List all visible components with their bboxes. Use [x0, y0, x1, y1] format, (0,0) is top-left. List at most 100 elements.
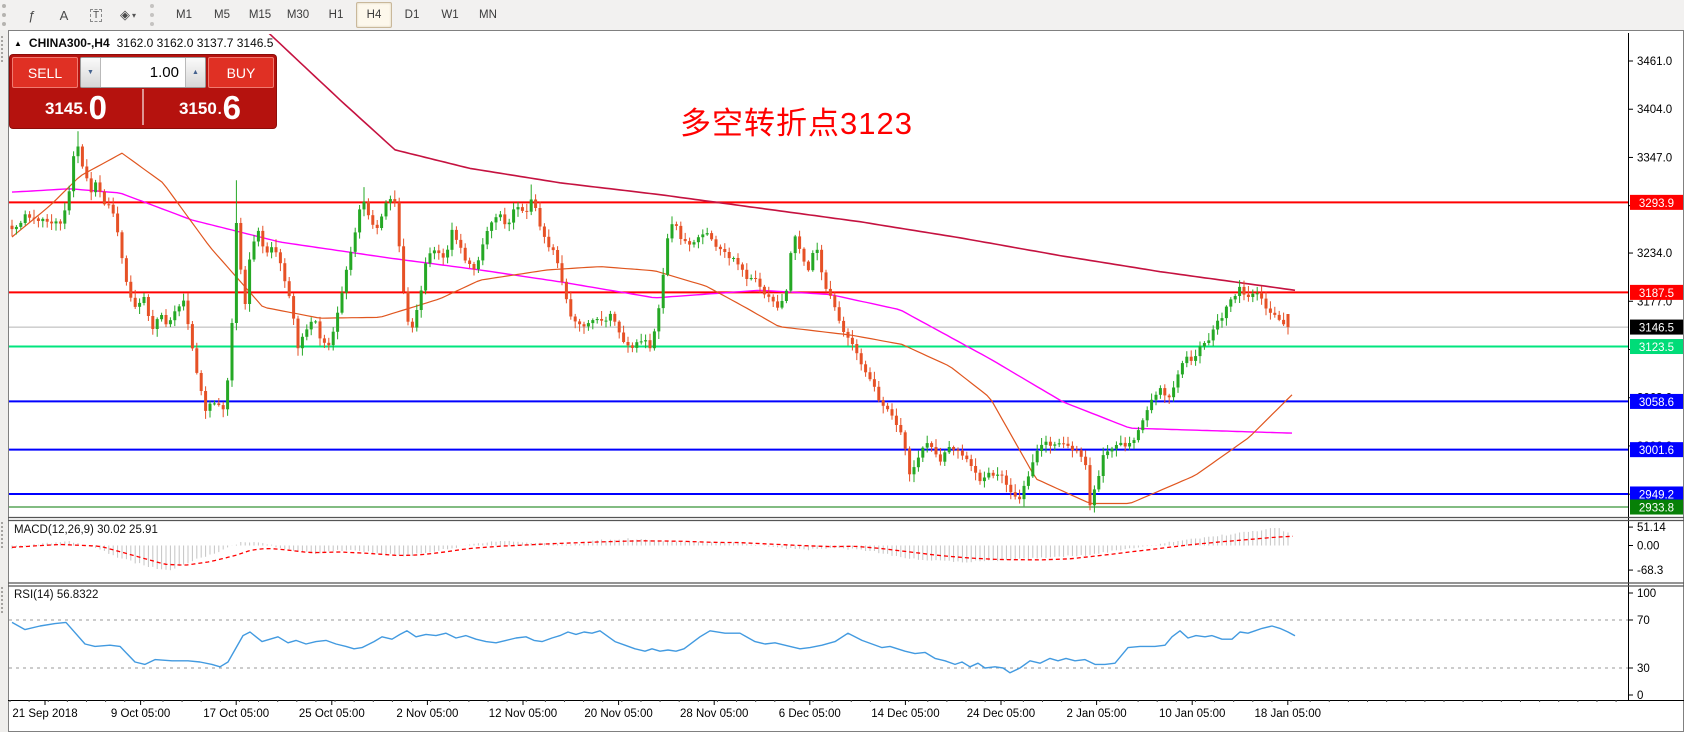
timeframe-H4[interactable]: H4: [356, 2, 392, 28]
subwindow-handle[interactable]: [1, 36, 7, 62]
timeframe-M30[interactable]: M30: [286, 9, 310, 21]
sell-button[interactable]: SELL: [12, 57, 78, 88]
indicators-icon-glyph: ƒ: [28, 7, 36, 23]
macd-tick: -68.3: [1637, 565, 1663, 577]
date-tick: 12 Nov 05:00: [489, 708, 557, 720]
timeframe-M1[interactable]: M1: [176, 9, 192, 21]
marker-tools-icon[interactable]: ◈ ▾: [114, 2, 142, 28]
date-tick: 2 Nov 05:00: [396, 708, 458, 720]
bid-price[interactable]: 3145 . 0: [10, 89, 144, 125]
price-tick: 3404.0: [1637, 104, 1672, 116]
toolbar-grip[interactable]: [2, 4, 16, 26]
price-box-label: 3001.6: [1639, 445, 1674, 457]
rsi-panel: [9, 619, 1628, 674]
toolbar-separator: [150, 4, 159, 26]
indicators-icon[interactable]: ƒ: [18, 2, 46, 28]
label-tool-icon[interactable]: A: [50, 2, 78, 28]
date-tick: 17 Oct 05:00: [203, 708, 269, 720]
chart-text-annotation: 多空转折点3123: [680, 106, 913, 141]
date-tick: 6 Dec 05:00: [779, 708, 841, 720]
price-label-boxes: 3293.9 3187.5 3146.5 3123.5 3058.6 3001.6 2949…: [1630, 194, 1683, 515]
volume-increase-button[interactable]: ▲: [185, 58, 205, 87]
ma-fast-line: [11, 152, 1293, 505]
chart-title: ▲ CHINA300-,H4 3162.0 3162.0 3137.7 3146…: [14, 36, 273, 50]
macd-tick: 51.14: [1637, 522, 1666, 534]
price-box-3187.5: [1630, 284, 1683, 300]
date-tick: 10 Jan 05:00: [1159, 708, 1226, 720]
macd-signal-line: [11, 535, 1294, 566]
price-box-3293.9: [1630, 194, 1683, 210]
timeframe-W1[interactable]: W1: [441, 9, 459, 21]
object-tools-group: ƒ A T ◈ ▾: [16, 2, 144, 28]
candlestick-series: [10, 131, 1290, 513]
volume-decrease-button[interactable]: ▼: [81, 58, 101, 87]
price-axis[interactable]: 3461.03404.03347.03290.03234.03177.03120…: [1628, 56, 1672, 702]
timeframe-D1[interactable]: D1: [404, 9, 420, 21]
symbol-ohlc: 3162.0 3162.0 3137.7 3146.5: [116, 36, 274, 50]
date-tick: 21 Sep 2018: [12, 708, 77, 720]
price-tick: 3461.0: [1637, 56, 1672, 68]
price-tick: 3234.0: [1637, 248, 1672, 260]
bid-dec: 0: [88, 89, 108, 126]
symbol-name: CHINA300-,H4: [28, 36, 110, 50]
buy-button[interactable]: BUY: [208, 57, 274, 88]
date-tick: 20 Nov 05:00: [584, 708, 652, 720]
date-tick: 18 Jan 05:00: [1255, 708, 1322, 720]
price-box-2949.2: [1630, 486, 1683, 502]
ma-mid-line: [11, 188, 1293, 434]
price-box-label: 3123.5: [1639, 342, 1674, 354]
price-box-3001.6: [1630, 442, 1683, 458]
marker-tools-icon-glyph: ◈: [119, 7, 130, 22]
chart-frame: [8, 30, 1684, 732]
price-box-label: 3293.9: [1639, 198, 1674, 210]
price-box-2933.8: [1630, 499, 1683, 515]
label-tool-icon-glyph: A: [59, 7, 69, 23]
text-tool-icon[interactable]: T: [82, 2, 110, 28]
text-tool-icon-glyph: T: [89, 8, 103, 22]
timeframe-MN[interactable]: MN: [479, 9, 497, 21]
timeframe-H1[interactable]: H1: [328, 9, 344, 21]
rsi-indicator-label: RSI(14) 56.8322: [14, 589, 99, 601]
ask-price[interactable]: 3150 . 6: [144, 89, 276, 125]
price-box-3123.5: [1630, 339, 1683, 355]
date-tick: 14 Dec 05:00: [871, 708, 939, 720]
volume-stepper: ▼ ▲: [80, 57, 206, 88]
ask-point: .: [217, 101, 222, 117]
price-box-3146.5: [1630, 319, 1683, 335]
date-tick: 2 Jan 05:00: [1067, 708, 1127, 720]
date-tick: 9 Oct 05:00: [111, 708, 170, 720]
date-tick: 28 Nov 05:00: [680, 708, 748, 720]
price-box-label: 3058.6: [1639, 397, 1674, 409]
ask-dec: 6: [222, 89, 242, 126]
chevron-down-icon: ▾: [131, 10, 136, 20]
one-click-trading-panel: SELL ▼ ▲ BUY 3145 . 0 3150 . 6: [10, 55, 276, 128]
volume-input[interactable]: [101, 58, 185, 87]
horizontal-lines: [9, 201, 1628, 508]
price-box-3058.6: [1630, 393, 1683, 409]
timeframe-M5[interactable]: M5: [214, 9, 230, 21]
ask-int: 3150: [178, 99, 217, 118]
rsi-tick: 70: [1637, 615, 1650, 627]
rsi-tick: 30: [1637, 663, 1650, 675]
top-toolbar: ƒ A T ◈ ▾ M1 M5 M15 M30 H1 H4 D1 W1 MN: [0, 0, 1684, 31]
bid-int: 3145: [44, 99, 83, 118]
moving-averages: [11, 34, 1296, 505]
rsi-tick: 100: [1637, 588, 1656, 600]
macd-indicator-label: MACD(12,26,9) 30.02 25.91: [14, 524, 158, 536]
price-tick: 3347.0: [1637, 152, 1672, 164]
price-box-label: 3146.5: [1639, 323, 1674, 335]
rsi-line: [11, 621, 1296, 674]
time-axis[interactable]: 21 Sep 2018 9 Oct 05:00 17 Oct 05:00 25 Oct…: [9, 700, 1617, 720]
subwindow-handle-macd[interactable]: [1, 522, 7, 548]
timeframe-toolbar: M1 M5 M15 M30 H1 H4 D1 W1 MN: [165, 2, 507, 28]
date-tick: 25 Oct 05:00: [299, 708, 365, 720]
price-box-label: 2949.2: [1639, 489, 1674, 501]
ma-slow-line: [268, 34, 1296, 292]
date-tick: 24 Dec 05:00: [967, 708, 1035, 720]
subwindow-handle-rsi[interactable]: [1, 587, 7, 613]
timeframe-M15[interactable]: M15: [248, 9, 272, 21]
symbol-marker-icon: ▲: [14, 38, 22, 48]
macd-panel: [11, 528, 1294, 571]
price-box-label: 3187.5: [1639, 288, 1674, 300]
